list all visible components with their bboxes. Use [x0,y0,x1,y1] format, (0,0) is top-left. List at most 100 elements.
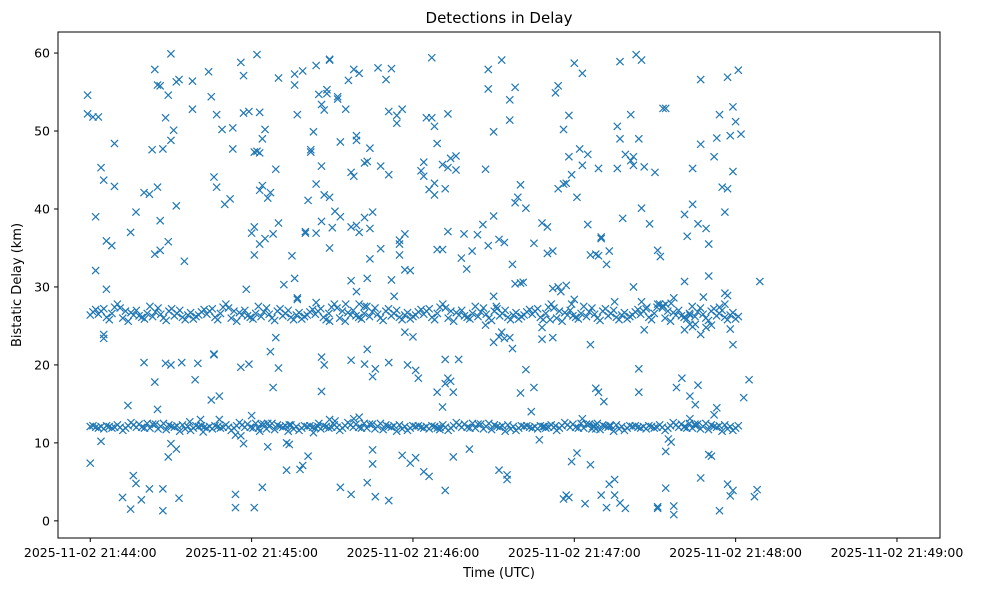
data-point [564,493,573,502]
data-point [476,420,485,429]
data-point [164,237,173,246]
data-point [583,150,592,159]
data-point [355,413,364,422]
data-point [99,304,108,313]
data-point [360,213,369,222]
data-point [702,323,711,332]
data-point [140,314,149,323]
data-point [704,425,713,434]
data-point [536,421,545,430]
data-point [242,285,251,294]
data-point [615,57,625,66]
data-point [289,315,298,324]
data-point [360,360,369,369]
data-point [661,447,670,456]
x-tick-label: 2025-11-02 21:46:00 [347,545,480,560]
data-point [398,315,407,324]
data-point [443,163,452,172]
data-point [347,168,356,177]
data-point [295,465,305,474]
data-point [107,309,116,318]
data-point [446,307,455,316]
data-point [462,264,471,274]
data-point [355,228,364,237]
data-point [682,314,691,323]
data-point [215,392,224,401]
data-point [562,281,571,290]
data-point [263,442,272,451]
data-point [166,49,175,58]
data-point [497,56,506,65]
data-point [314,419,323,428]
data-point [547,300,556,309]
data-point [209,349,218,359]
data-point [543,222,552,231]
data-point [572,193,582,202]
data-point [473,230,482,239]
data-point [667,299,676,308]
data-point [244,360,253,369]
data-point [406,266,415,275]
data-point [745,375,754,384]
data-point [250,222,259,231]
data-point [554,81,563,90]
data-point [451,165,461,175]
data-point [626,110,635,119]
data-point [240,306,249,315]
data-point [505,116,514,125]
data-point [153,183,162,192]
data-point [145,484,154,493]
data-point [376,419,385,428]
data-point [734,66,743,75]
data-point [209,172,218,182]
data-point [489,211,498,221]
data-point [427,113,436,122]
data-point [683,232,692,241]
data-point [513,193,522,202]
data-point [228,123,237,132]
data-point [207,92,216,101]
data-point [312,298,321,307]
data-point [511,83,520,92]
data-point [509,422,518,431]
data-point [151,307,160,316]
data-point [715,110,724,119]
data-point [113,300,122,309]
data-point [723,291,732,300]
data-point [650,168,659,177]
data-point [562,179,571,188]
data-point [99,334,108,343]
data-point [519,278,528,287]
data-point [696,75,705,84]
data-point [567,170,576,179]
data-point [672,383,681,392]
data-point [487,316,496,325]
data-point [712,403,721,412]
data-point [250,503,259,512]
data-point [177,358,186,367]
data-point [285,440,294,449]
data-point [449,388,458,397]
data-point [441,486,450,495]
data-point [617,422,626,431]
data-point [373,63,383,72]
data-point [239,109,248,118]
data-point [626,156,635,165]
data-point [151,420,160,429]
data-point [618,214,627,223]
data-point [597,234,606,243]
data-point [468,247,477,256]
data-point [347,356,356,365]
data-point [489,127,498,136]
data-point [596,316,605,325]
data-point [368,208,377,217]
data-point [105,315,114,324]
data-point [417,305,426,314]
data-point [255,148,264,157]
data-point [615,134,625,143]
data-point [110,139,119,148]
data-point [620,308,629,317]
data-point [387,64,396,73]
data-point [239,71,248,80]
data-point [317,353,326,362]
